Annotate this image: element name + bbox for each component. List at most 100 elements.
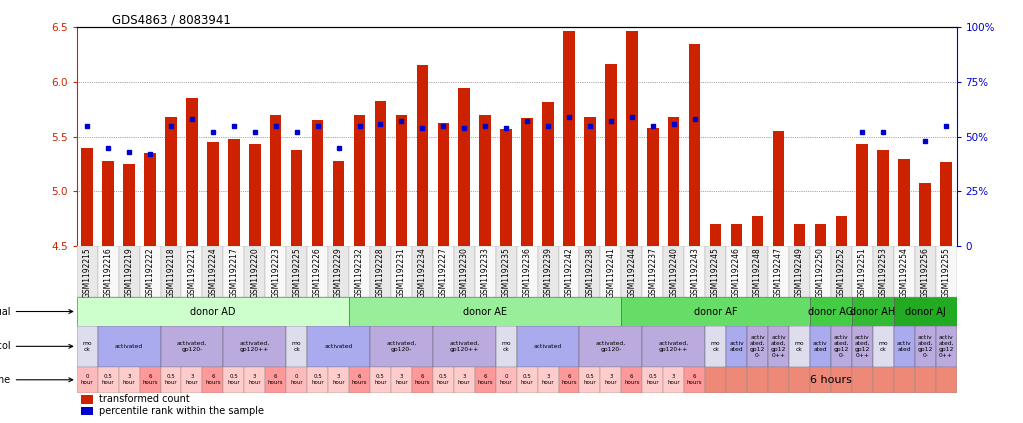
Bar [370,367,391,393]
Text: 6
hours: 6 hours [268,374,283,385]
Text: GSM1192246: GSM1192246 [732,247,741,298]
Text: donor AJ: donor AJ [904,307,945,316]
Bar [475,246,496,297]
Text: 3
hour: 3 hour [249,374,261,385]
Bar [894,326,915,367]
Bar [915,367,936,393]
Text: GSM1192255: GSM1192255 [941,247,950,298]
Bar [500,129,512,246]
Bar [663,246,684,297]
Bar [601,246,621,297]
Text: GSM1192215: GSM1192215 [83,247,92,298]
Bar [265,367,286,393]
Bar [730,224,743,246]
Text: 3
hour: 3 hour [123,374,135,385]
Text: activ
ated,
gp12
0-: activ ated, gp12 0- [918,335,933,357]
Bar [684,367,705,393]
Text: GSM1192254: GSM1192254 [899,247,908,298]
Bar [810,246,831,297]
Bar [831,326,852,367]
Bar [579,367,601,393]
Text: GSM1192221: GSM1192221 [187,247,196,298]
Bar [454,246,475,297]
Bar [265,246,286,297]
Bar [249,144,261,246]
Text: GSM1192227: GSM1192227 [439,247,448,298]
Bar [726,246,747,297]
Text: 6
hours: 6 hours [352,374,367,385]
Bar [663,367,684,393]
Bar [710,224,721,246]
Bar [332,161,345,246]
Bar [223,246,244,297]
Text: percentile rank within the sample: percentile rank within the sample [98,407,264,416]
Bar [621,297,810,326]
Bar [873,367,894,393]
Bar [915,326,936,367]
Bar [517,367,537,393]
Bar [878,150,889,246]
Text: donor AF: donor AF [694,307,738,316]
Bar [181,367,203,393]
Text: GSM1192218: GSM1192218 [167,247,176,298]
Bar [601,367,621,393]
Bar [81,395,92,404]
Text: activ
ated,
gp12
0-: activ ated, gp12 0- [750,335,765,357]
Bar [349,246,370,297]
Bar [291,150,303,246]
Bar [82,148,93,246]
Text: activated,
gp120++: activated, gp120++ [659,341,688,352]
Bar [412,367,433,393]
Text: 0.5
hour: 0.5 hour [583,374,596,385]
Text: GSM1192238: GSM1192238 [585,247,594,298]
Bar [789,367,810,393]
Text: GSM1192234: GSM1192234 [417,247,427,298]
Bar [433,367,454,393]
Bar [77,367,97,393]
Text: GSM1192250: GSM1192250 [816,247,825,298]
Bar [480,115,491,246]
Bar [349,367,370,393]
Bar [789,326,810,367]
Bar [97,326,161,367]
Bar [852,246,873,297]
Text: mo
ck: mo ck [711,341,720,352]
Text: GSM1192252: GSM1192252 [837,247,846,298]
Text: GSM1192240: GSM1192240 [669,247,678,298]
Text: GSM1192239: GSM1192239 [543,247,552,298]
Bar [647,128,659,246]
Text: transformed count: transformed count [98,395,189,404]
Bar [768,367,789,393]
Bar [97,246,119,297]
Bar [768,326,789,367]
Text: GSM1192247: GSM1192247 [774,247,783,298]
Text: 3
hour: 3 hour [332,374,345,385]
Bar [244,246,265,297]
Text: GSM1192251: GSM1192251 [857,247,866,298]
Text: GSM1192230: GSM1192230 [459,247,469,298]
Text: activated,
gp120-: activated, gp120- [177,341,207,352]
Text: 0.5
hour: 0.5 hour [165,374,177,385]
Bar [831,246,852,297]
Bar [642,367,663,393]
Bar [97,367,119,393]
Bar [286,367,307,393]
Bar [814,224,827,246]
Bar [391,367,412,393]
Bar [894,297,957,326]
Bar [836,217,847,246]
Text: activated,
gp120-: activated, gp120- [595,341,626,352]
Bar [642,246,663,297]
Bar [166,117,177,246]
Bar [286,326,307,367]
Bar [119,367,139,393]
Bar [144,153,155,246]
Text: mo
ck: mo ck [292,341,302,352]
Text: GSM1192236: GSM1192236 [523,247,532,298]
Bar [621,367,642,393]
Text: 3
hour: 3 hour [458,374,471,385]
Bar [579,326,642,367]
Bar [77,326,97,367]
Text: 6 hours: 6 hours [810,375,852,385]
Bar [936,326,957,367]
